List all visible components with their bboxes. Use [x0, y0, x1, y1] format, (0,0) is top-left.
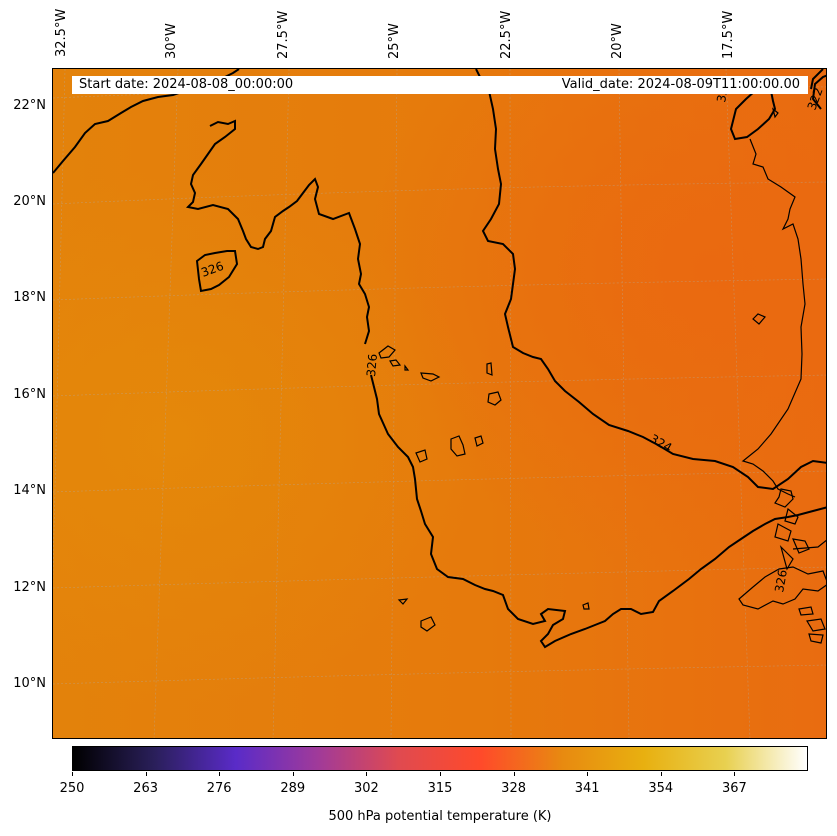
colorbar-tick-label: 276: [199, 781, 239, 796]
lat-label-22n: 22°N: [0, 98, 46, 113]
colorbar-tick: [587, 772, 588, 776]
colorbar-title: 500 hPa potential temperature (K): [72, 809, 808, 824]
map-panel: 326 326 324 326 324 322: [52, 68, 827, 739]
colorbar-tick-label: 302: [346, 781, 386, 796]
lon-label-27-5w: 27.5°W: [276, 11, 291, 59]
lat-label-18n: 18°N: [0, 290, 46, 305]
colorbar-tick-label: 289: [273, 781, 313, 796]
cool-region: [53, 69, 827, 739]
colorbar-tick: [72, 772, 73, 776]
colorbar-tick-label: 250: [52, 781, 92, 796]
colorbar: [72, 746, 808, 771]
lon-label-22-5w: 22.5°W: [499, 11, 514, 59]
lon-label-25w: 25°W: [387, 23, 402, 59]
lon-label-30w: 30°W: [164, 23, 179, 59]
colorbar-tick-label: 315: [420, 781, 460, 796]
lon-label-20w: 20°W: [610, 23, 625, 59]
lat-label-20n: 20°N: [0, 194, 46, 209]
lon-label-17-5w: 17.5°W: [721, 11, 736, 59]
contour-label-326-center: 326: [364, 353, 380, 377]
date-header: Start date: 2024-08-08_00:00:00 Valid_da…: [72, 76, 808, 94]
colorbar-tick-label: 367: [714, 781, 754, 796]
valid-date-label: Valid_date: 2024-08-09T11:00:00.00: [562, 76, 800, 94]
lat-label-16n: 16°N: [0, 387, 46, 402]
colorbar-tick: [514, 772, 515, 776]
start-date-label: Start date: 2024-08-08_00:00:00: [79, 76, 293, 94]
colorbar-tick: [146, 772, 147, 776]
lon-label-32-5w: 32.5°W: [54, 9, 69, 57]
colorbar-tick-label: 341: [567, 781, 607, 796]
colorbar-tick: [219, 772, 220, 776]
colorbar-tick-label: 263: [126, 781, 166, 796]
colorbar-tick-label: 328: [494, 781, 534, 796]
lat-label-12n: 12°N: [0, 580, 46, 595]
lat-label-10n: 10°N: [0, 676, 46, 691]
colorbar-tick: [661, 772, 662, 776]
map-canvas: 326 326 324 326 324 322: [53, 69, 827, 739]
lat-label-14n: 14°N: [0, 483, 46, 498]
colorbar-tick: [734, 772, 735, 776]
colorbar-tick: [366, 772, 367, 776]
colorbar-tick-label: 354: [641, 781, 681, 796]
colorbar-tick: [440, 772, 441, 776]
colorbar-tick: [293, 772, 294, 776]
